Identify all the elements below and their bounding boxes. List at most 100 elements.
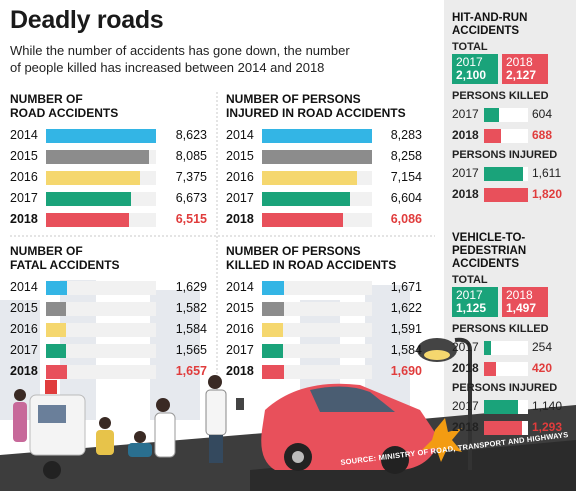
- chart-title: NUMBER OF ROAD ACCIDENTS: [10, 92, 119, 120]
- value-label: 1,584: [390, 343, 422, 357]
- bar-track: [46, 365, 156, 379]
- year-label: 2015: [10, 301, 38, 315]
- hit-and-run-heading: HIT-AND-RUN: [452, 12, 528, 24]
- total-year: 2018: [506, 55, 533, 69]
- hit-and-run-heading: ACCIDENTS: [452, 25, 520, 37]
- bar: [46, 192, 132, 206]
- hit-and-run-total-box: 2017 2,100: [452, 54, 498, 84]
- bar: [46, 213, 130, 227]
- bar: [484, 400, 518, 414]
- street-lamp-illustration: [417, 337, 472, 470]
- hit-and-run-total-label: TOTAL: [452, 41, 488, 53]
- value-label: 6,673: [175, 191, 207, 205]
- vehicle-pedestrian-total-box: 2017 1,125: [452, 287, 498, 317]
- value-label: 1,629: [175, 280, 207, 294]
- year-label: 2017: [226, 191, 254, 205]
- chart-title: NUMBER OF PERSONS INJURED IN ROAD ACCIDE…: [226, 92, 406, 120]
- bar: [262, 323, 284, 337]
- bar: [262, 344, 284, 358]
- year-label: 2017: [226, 343, 254, 357]
- bar: [46, 344, 66, 358]
- bar: [262, 129, 372, 143]
- total-year: 2018: [506, 288, 533, 302]
- value-label: 604: [532, 107, 553, 121]
- hit-and-run-killed-label: PERSONS KILLED: [452, 90, 549, 102]
- bar: [262, 302, 284, 316]
- bar: [46, 281, 67, 295]
- value-label: 8,258: [390, 149, 422, 163]
- year-label: 2015: [226, 149, 254, 163]
- year-label: 2018: [452, 128, 479, 142]
- year-label: 2016: [226, 170, 254, 184]
- vehicle-pedestrian-total-label: TOTAL: [452, 274, 488, 286]
- total-value: 2,127: [506, 68, 537, 82]
- bar: [484, 362, 497, 376]
- year-label: 2017: [452, 166, 479, 180]
- value-label: 1,622: [390, 301, 422, 315]
- value-label: 688: [532, 128, 553, 142]
- page-title: Deadly roads: [10, 6, 164, 34]
- value-label: 6,515: [175, 212, 207, 226]
- value-label: 7,375: [175, 170, 207, 184]
- bar-track: [262, 281, 372, 295]
- vehicle-pedestrian-heading: VEHICLE-TO-: [452, 232, 526, 244]
- bar-track: [262, 365, 372, 379]
- bar: [484, 129, 501, 143]
- bar: [262, 281, 285, 295]
- year-label: 2018: [452, 361, 479, 375]
- people-illustration: [13, 375, 244, 463]
- year-label: 2015: [10, 149, 38, 163]
- year-label: 2017: [452, 107, 479, 121]
- value-label: 1,611: [532, 166, 562, 180]
- value-label: 1,140: [532, 399, 563, 413]
- value-label: 420: [532, 361, 553, 375]
- year-label: 2018: [226, 364, 254, 378]
- bar: [484, 188, 528, 202]
- bar: [484, 108, 499, 122]
- year-label: 2014: [10, 280, 38, 294]
- hit-and-run-total-box: 2018 2,127: [502, 54, 548, 84]
- value-label: 6,604: [390, 191, 422, 205]
- vehicle-pedestrian-killed-label: PERSONS KILLED: [452, 323, 549, 335]
- vehicle-pedestrian-heading: PEDESTRIAN: [452, 245, 527, 257]
- ambulance-illustration: [29, 380, 86, 479]
- value-label: 6,086: [390, 212, 422, 226]
- value-label: 1,293: [532, 420, 563, 434]
- hit-and-run-injured-label: PERSONS INJURED: [452, 149, 558, 161]
- bar: [46, 302, 67, 316]
- bar-track: [46, 344, 156, 358]
- bar-track: [484, 341, 528, 355]
- total-value: 1,125: [456, 301, 487, 315]
- year-label: 2018: [452, 187, 479, 201]
- year-label: 2017: [10, 191, 38, 205]
- bar: [262, 365, 285, 379]
- year-label: 2018: [226, 212, 254, 226]
- value-label: 1,671: [390, 280, 422, 294]
- year-label: 2018: [10, 364, 38, 378]
- bar-track: [262, 323, 372, 337]
- vehicle-pedestrian-total-box: 2018 1,497: [502, 287, 548, 317]
- bar: [484, 167, 523, 181]
- value-label: 1,690: [390, 364, 422, 378]
- bar: [46, 323, 67, 337]
- year-label: 2017: [452, 399, 479, 413]
- bar: [46, 365, 68, 379]
- value-label: 7,154: [390, 170, 422, 184]
- value-label: 8,623: [175, 128, 207, 142]
- total-value: 1,497: [506, 301, 537, 315]
- year-label: 2016: [226, 322, 254, 336]
- value-label: 1,591: [390, 322, 422, 336]
- value-label: 8,283: [390, 128, 422, 142]
- value-label: 1,582: [175, 301, 207, 315]
- bar: [484, 421, 522, 435]
- red-car-illustration: [261, 383, 440, 474]
- bar: [46, 150, 150, 164]
- chart-title: NUMBER OF PERSONS KILLED IN ROAD ACCIDEN…: [226, 244, 397, 272]
- bar-track: [262, 344, 372, 358]
- year-label: 2017: [452, 340, 479, 354]
- bar: [262, 192, 350, 206]
- subtitle-line-1: While the number of accidents has gone d…: [10, 43, 350, 58]
- chart-title: NUMBER OF FATAL ACCIDENTS: [10, 244, 120, 272]
- year-label: 2014: [10, 128, 38, 142]
